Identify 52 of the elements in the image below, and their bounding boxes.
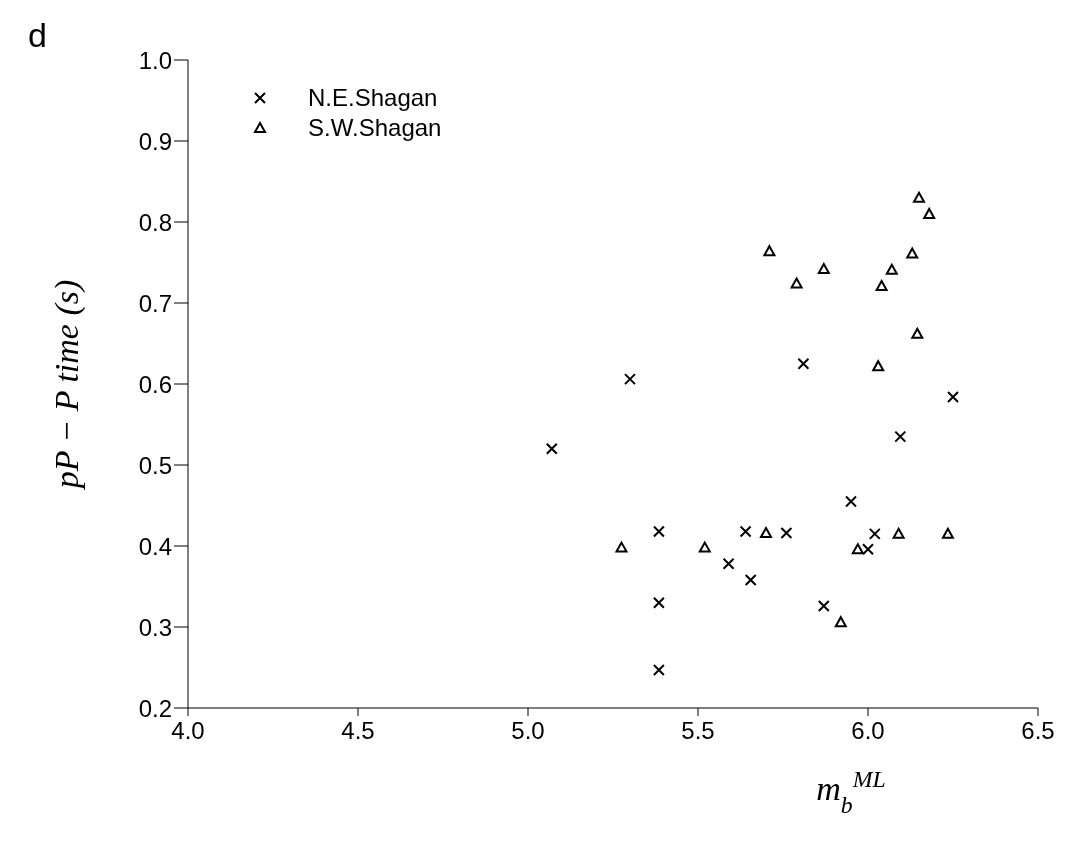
legend-label: S.W.Shagan [308,113,442,143]
point [817,262,830,274]
point [947,390,959,403]
point [739,525,752,538]
point [652,663,665,676]
point [834,616,847,628]
point [872,360,885,372]
y-tick-label: 0.7 [138,289,172,317]
y-tick-label: 0.3 [138,613,172,641]
y-tick-label: 0.9 [138,127,172,155]
point [698,541,711,553]
x-tick-label: 4.0 [171,717,205,745]
point [722,557,735,570]
y-tick-label: 0.6 [138,370,172,398]
point [744,574,757,587]
x-tick-label: 5.0 [511,717,545,745]
point [780,527,793,540]
y-tick-label: 1.0 [138,46,172,74]
point [941,527,954,539]
point [875,279,888,291]
point [923,207,936,219]
point [545,442,558,455]
point [763,245,776,257]
point [845,495,857,508]
point [911,327,924,339]
y-tick-label: 0.2 [138,694,172,722]
legend-label: N.E.Shagan [308,83,438,113]
y-tick-label: 0.8 [138,208,172,236]
point [892,527,905,539]
x-tick-label: 6.5 [1021,717,1055,745]
y-tick-label: 0.5 [138,451,172,479]
point [615,541,628,553]
point [851,543,864,555]
point [760,527,772,539]
point [652,596,665,609]
y-tick-label: 0.4 [138,532,172,560]
point [652,525,665,538]
point [885,263,898,275]
point [790,277,803,289]
point [624,373,636,386]
point [894,430,907,443]
point [862,543,874,556]
y-axis-title: pP − P time (s) [48,279,86,491]
point [817,599,830,612]
x-tick-label: 6.0 [851,717,885,745]
point [797,357,810,370]
point [868,527,881,540]
text: d [28,16,47,55]
point [913,191,925,203]
x-tick-label: 4.5 [341,717,375,745]
point [906,247,919,259]
x-tick-label: 5.5 [681,717,715,745]
